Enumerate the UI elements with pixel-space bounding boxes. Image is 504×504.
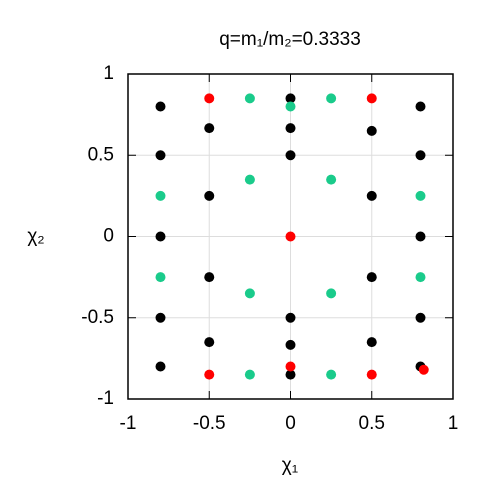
x-axis-label: χ₁ xyxy=(282,455,298,476)
point xyxy=(285,123,296,134)
point xyxy=(415,312,426,323)
point xyxy=(366,337,377,348)
point xyxy=(366,125,377,136)
x-tick-label: 1 xyxy=(448,413,459,434)
point xyxy=(285,369,296,380)
x-tick-label: 0 xyxy=(285,413,296,434)
point xyxy=(244,288,255,299)
chart-title: q=m₁/m₂=0.3333 xyxy=(219,29,361,50)
y-tick-label: 0 xyxy=(103,226,114,247)
point xyxy=(204,190,215,201)
point xyxy=(155,150,166,161)
point xyxy=(418,364,429,375)
point xyxy=(326,93,337,104)
point xyxy=(285,312,296,323)
point xyxy=(285,361,296,372)
x-tick-label: -1 xyxy=(120,413,137,434)
point xyxy=(244,174,255,185)
y-tick-label: -0.5 xyxy=(81,307,114,328)
point xyxy=(204,123,215,134)
point xyxy=(285,150,296,161)
point xyxy=(285,231,296,242)
point xyxy=(366,369,377,380)
point xyxy=(155,190,166,201)
point xyxy=(155,231,166,242)
plot-frame xyxy=(127,73,454,400)
point xyxy=(244,369,255,380)
point xyxy=(285,93,296,104)
y-tick-label: 1 xyxy=(103,63,114,84)
point xyxy=(415,150,426,161)
point xyxy=(155,272,166,283)
point xyxy=(415,231,426,242)
point xyxy=(155,101,166,112)
y-tick-label: -1 xyxy=(97,388,114,409)
point xyxy=(204,93,215,104)
point xyxy=(285,101,296,112)
point xyxy=(366,272,377,283)
point xyxy=(155,361,166,372)
point xyxy=(415,190,426,201)
point xyxy=(326,288,337,299)
x-tick-label: -0.5 xyxy=(193,413,226,434)
point xyxy=(204,369,215,380)
point xyxy=(366,190,377,201)
y-tick-label: 0.5 xyxy=(88,144,114,165)
x-tick-label: 0.5 xyxy=(359,413,385,434)
point xyxy=(326,369,337,380)
point xyxy=(326,174,337,185)
point xyxy=(204,337,215,348)
y-axis-label: χ₂ xyxy=(27,226,44,247)
point xyxy=(366,93,377,104)
point xyxy=(244,93,255,104)
point xyxy=(285,339,296,350)
point xyxy=(204,272,215,283)
point xyxy=(415,272,426,283)
point xyxy=(415,101,426,112)
point xyxy=(155,312,166,323)
